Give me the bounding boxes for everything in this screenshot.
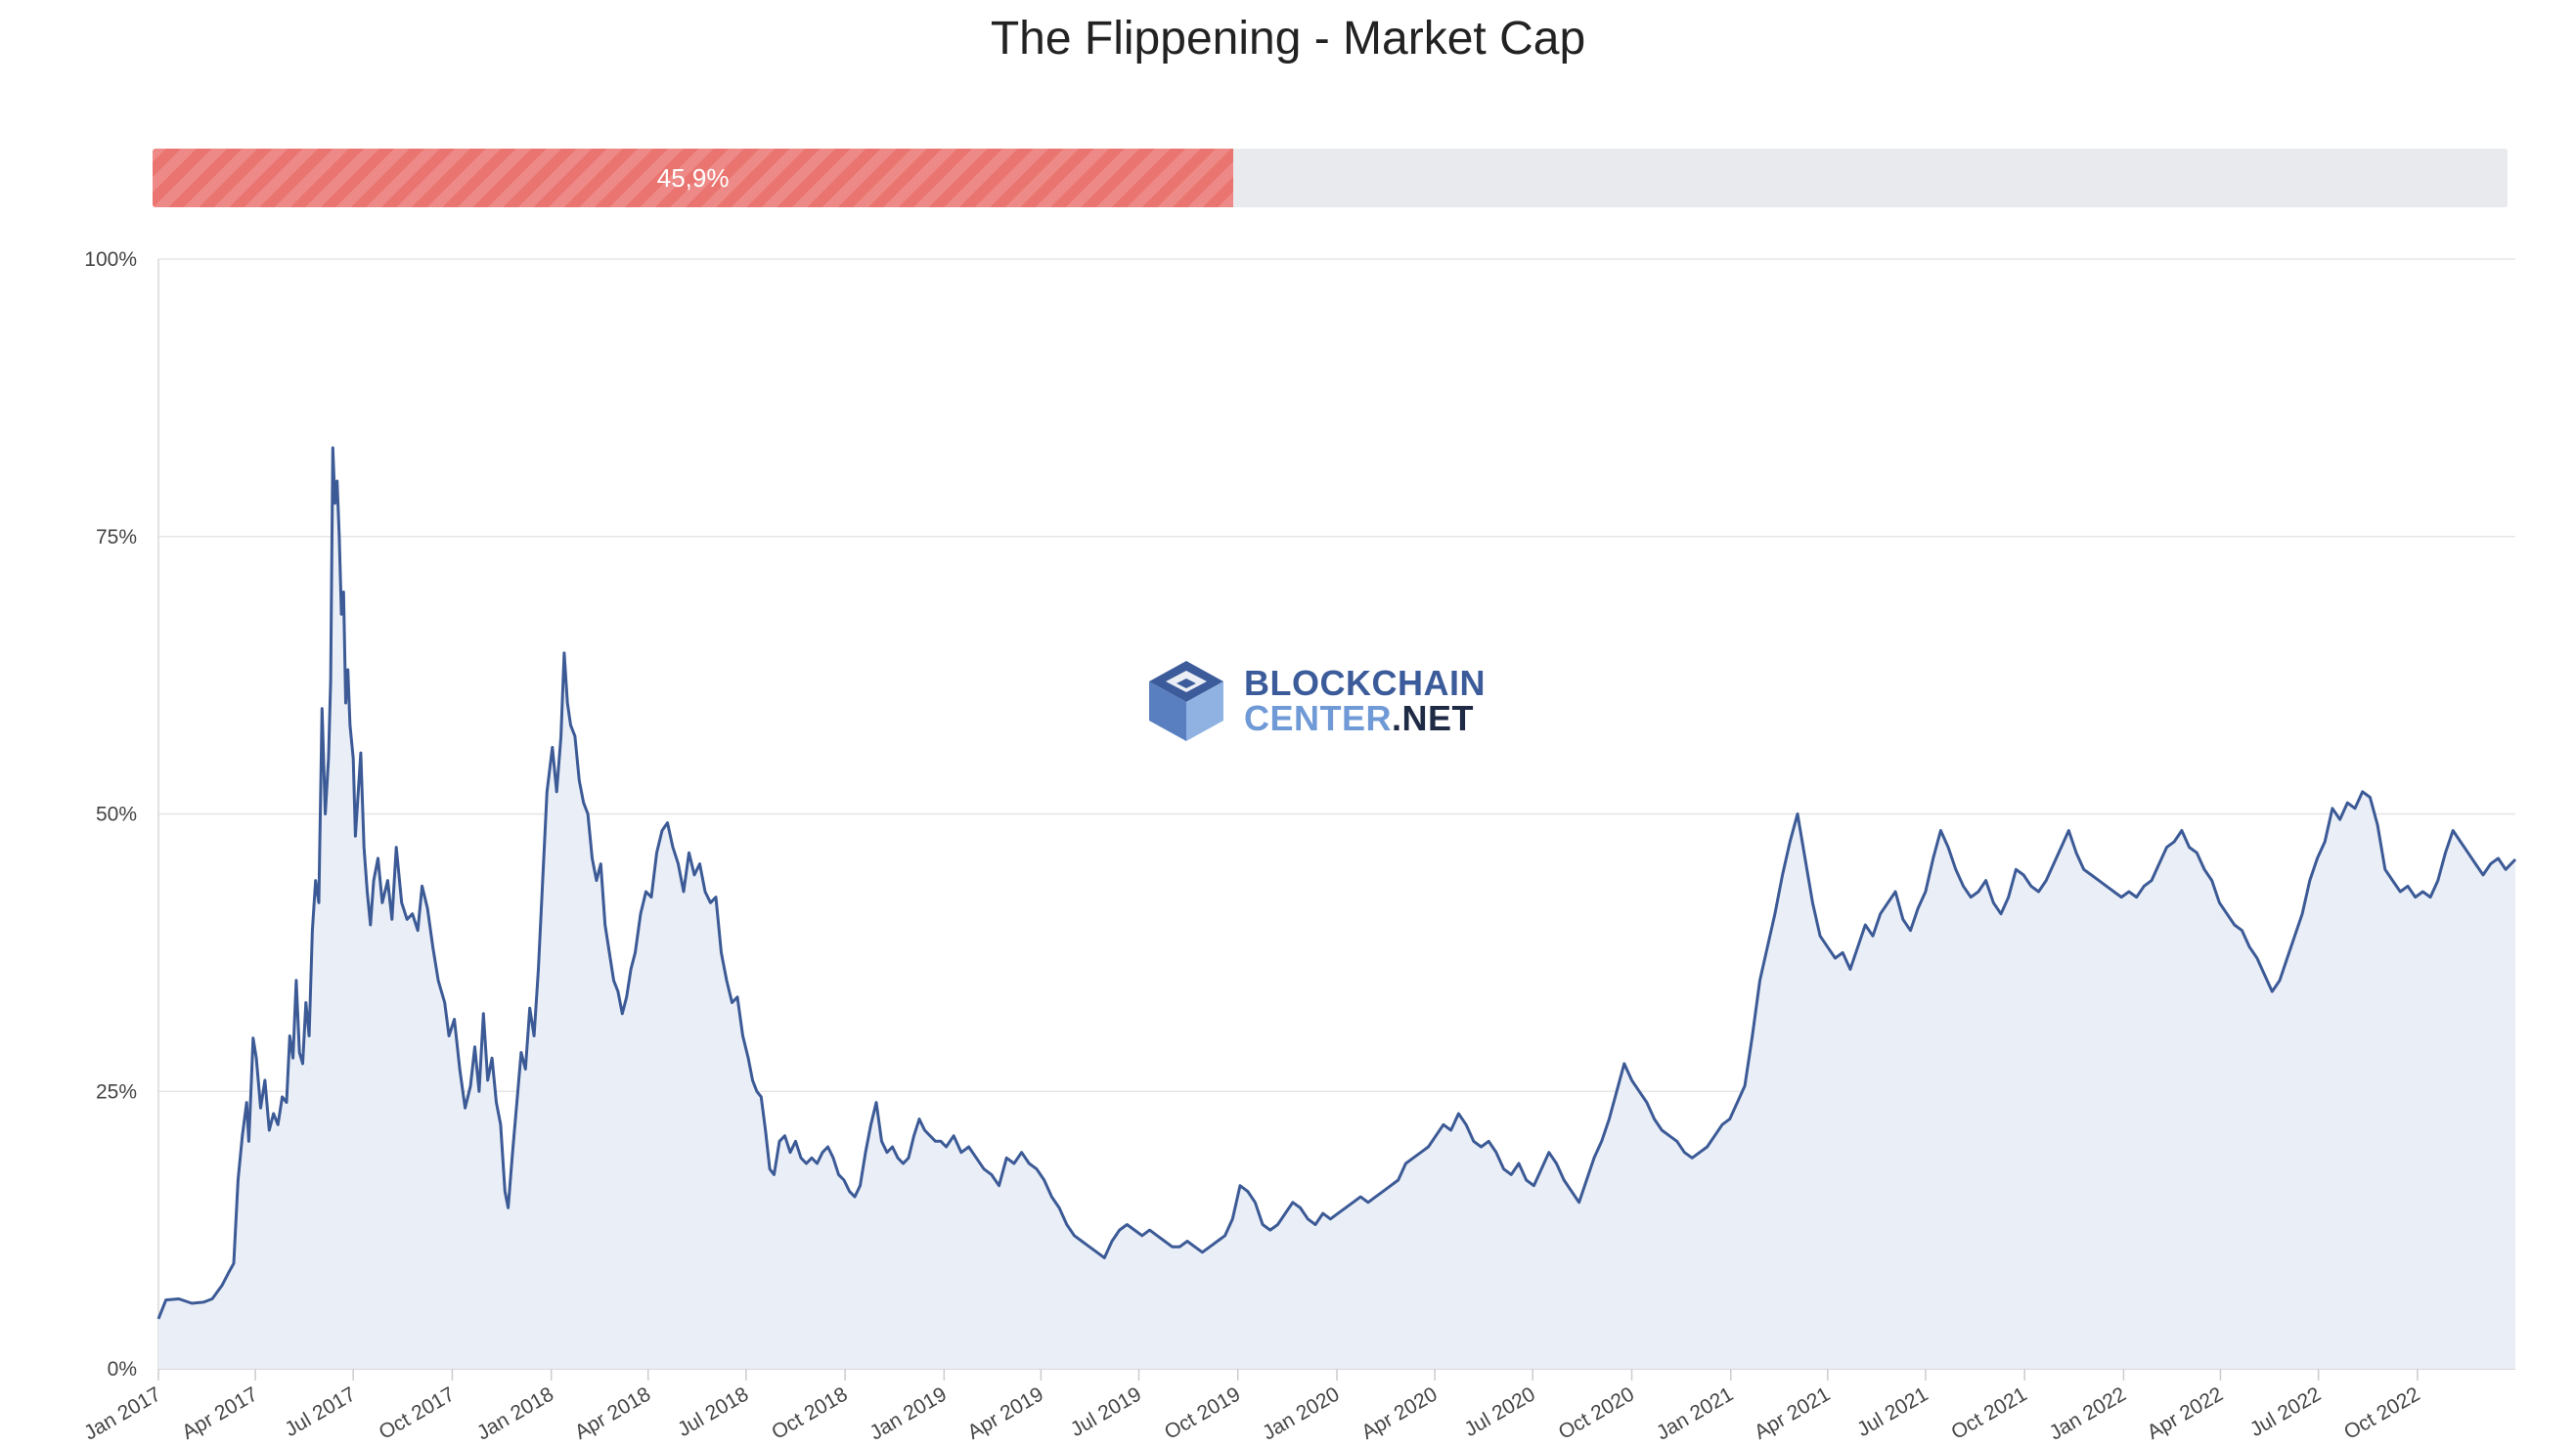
x-tick-label: Jul 2018 (674, 1382, 752, 1441)
x-tick-label: Jan 2018 (473, 1382, 557, 1444)
y-tick-label: 0% (108, 1358, 137, 1381)
watermark-text: BLOCKCHAIN CENTER.NET (1244, 666, 1486, 736)
x-tick-label: Jan 2020 (1259, 1382, 1343, 1444)
blockchaincenter-cube-logo-icon (1149, 661, 1223, 741)
x-tick-label: Oct 2018 (768, 1382, 851, 1444)
market-cap-ratio-area (158, 448, 2515, 1369)
watermark-line-1: BLOCKCHAIN (1244, 663, 1486, 703)
x-tick-label: Jul 2020 (1461, 1382, 1539, 1441)
x-tick-label: Jul 2019 (1067, 1382, 1145, 1441)
chart-title: The Flippening - Market Cap (990, 13, 1586, 65)
x-tick-label: Apr 2021 (1751, 1382, 1834, 1444)
x-tick-label: Jul 2022 (2246, 1382, 2325, 1441)
y-tick-label: 75% (96, 526, 137, 548)
x-tick-label: Jan 2021 (1653, 1382, 1737, 1444)
y-tick-label: 50% (96, 804, 137, 826)
watermark-line-2: CENTER.NET (1244, 701, 1486, 736)
watermark-logo: BLOCKCHAIN CENTER.NET (1142, 657, 1486, 745)
y-tick-label: 25% (96, 1080, 137, 1103)
flippening-progress-label: 45,9% (656, 163, 730, 193)
flippening-progress-bar: 45,9% (153, 149, 2508, 207)
y-tick-label: 100% (84, 248, 137, 271)
x-tick-label: Oct 2022 (2340, 1382, 2423, 1444)
x-tick-label: Oct 2019 (1161, 1382, 1244, 1444)
market-cap-ratio-line[interactable] (156, 446, 2517, 1320)
flippening-progress-fill (153, 149, 1234, 207)
x-tick-label: Jul 2017 (281, 1382, 359, 1441)
x-tick-label: Apr 2022 (2144, 1382, 2227, 1444)
x-tick-label: Apr 2017 (178, 1382, 261, 1444)
x-tick-label: Apr 2020 (1357, 1382, 1441, 1444)
watermark-line-2-main: CENTER (1244, 698, 1393, 738)
x-tick-label: Oct 2021 (1947, 1382, 2030, 1444)
x-tick-label: Apr 2019 (964, 1382, 1047, 1444)
x-tick-label: Jul 2021 (1853, 1382, 1932, 1441)
x-tick-label: Jan 2019 (866, 1382, 950, 1444)
x-tick-label: Apr 2018 (571, 1382, 654, 1444)
watermark-line-2-suffix: .NET (1392, 698, 1475, 738)
x-tick-label: Jan 2022 (2046, 1382, 2130, 1444)
x-tick-label: Jan 2017 (80, 1382, 164, 1444)
x-tick-label: Oct 2017 (376, 1382, 459, 1444)
x-tick-label: Oct 2020 (1555, 1382, 1638, 1444)
